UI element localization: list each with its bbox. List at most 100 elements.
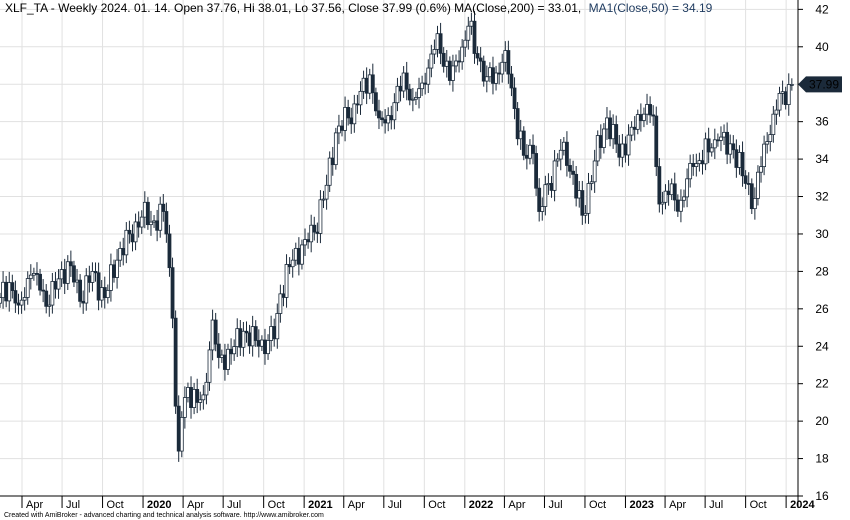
candle-body [395,85,400,104]
candle-body [731,143,736,151]
candle-body [478,57,483,62]
candle-body [417,88,421,98]
x-tick-label: 2020 [147,499,171,511]
y-tick-label: 24 [815,339,829,353]
y-tick-label: 42 [815,2,829,16]
candle-body [380,117,384,121]
candle-body [47,304,52,307]
x-tick-label: Oct [107,499,124,511]
x-tick-label: Oct [428,499,445,511]
y-tick-label: 26 [815,302,829,316]
candle-body [709,147,714,153]
y-tick-label: 16 [815,489,829,503]
candle-body [426,67,431,85]
candle-body [121,248,126,256]
candle-body [543,184,548,207]
candle-body [176,405,181,452]
candle-body [657,166,662,205]
candle-body [189,387,193,408]
candle-body [518,130,523,140]
candle-body [561,141,566,151]
candle-body [364,77,369,94]
candle-body [771,113,776,135]
candle-body [68,261,73,267]
candle-body [244,330,249,334]
candle-body [703,138,708,165]
candle-body [90,270,95,283]
candle-body [333,132,338,166]
x-tick-label: 2023 [629,499,653,511]
candle-body [383,119,388,124]
candle-body [235,328,240,347]
candle-body [136,221,141,228]
candle-body [84,275,89,304]
candle-body [401,72,406,92]
candle-body [438,33,443,54]
candle-body [173,317,178,407]
candle-body [247,332,252,347]
candle-body [546,183,551,186]
candle-body [429,53,434,69]
y-tick-label: 30 [815,227,829,241]
candle-body [287,264,292,268]
candle-body [531,144,535,154]
candle-body [53,281,58,290]
candle-body [663,190,668,203]
x-tick-label: Apr [187,499,204,511]
candle-body [435,33,440,50]
candle-body [598,135,603,148]
candle-body [601,128,606,148]
candle-body [349,117,354,125]
candle-body [65,261,70,284]
header-main-text: XLF_TA - Weekly 2024. 01. 14. Open 37.76… [5,1,581,15]
candle-body [330,157,335,166]
candle-body [170,267,175,319]
candle-body [685,178,689,198]
candle-body [25,278,30,298]
x-tick-label: 2024 [790,499,815,511]
x-tick-label: Apr [26,499,43,511]
candle-body [447,60,452,81]
x-tick-label: Jul [548,499,562,511]
candle-body [694,163,699,167]
candle-body [352,103,357,125]
x-tick-label: Oct [268,499,285,511]
candle-body [281,293,286,298]
candle-body [645,104,649,115]
x-tick-label: Jul [709,499,723,511]
candle-body [142,201,147,218]
candle-body [691,162,696,167]
candle-body [457,60,461,63]
candle-body [145,201,150,226]
candle-body [589,181,594,184]
candle-body [35,272,39,275]
candle-body [373,92,378,112]
candle-body [608,117,612,140]
candle-body [500,61,505,75]
candle-body [306,239,311,243]
candle-layer [0,10,794,462]
candle-body [407,88,412,101]
x-tick-label: 2022 [469,499,493,511]
candle-body [130,233,135,243]
candle-body [512,87,517,109]
candle-body [592,160,597,183]
candle-body [580,190,585,216]
candle-body [728,143,733,155]
candle-body [762,143,767,168]
candle-body [19,299,24,306]
x-tick-label: Jul [227,499,241,511]
candle-body [472,20,477,54]
candle-body [346,107,351,119]
candle-body [586,183,591,214]
candle-body [266,340,270,355]
candle-body [115,259,119,278]
candle-body [611,124,616,140]
candle-body [179,416,184,452]
candle-body [7,282,12,302]
header-ma1-text: MA1(Close,50) = 34.19 [589,1,713,15]
candle-body [358,90,363,106]
last-price-badge [798,76,842,93]
candle-body [87,275,92,283]
candle-body [623,143,628,156]
